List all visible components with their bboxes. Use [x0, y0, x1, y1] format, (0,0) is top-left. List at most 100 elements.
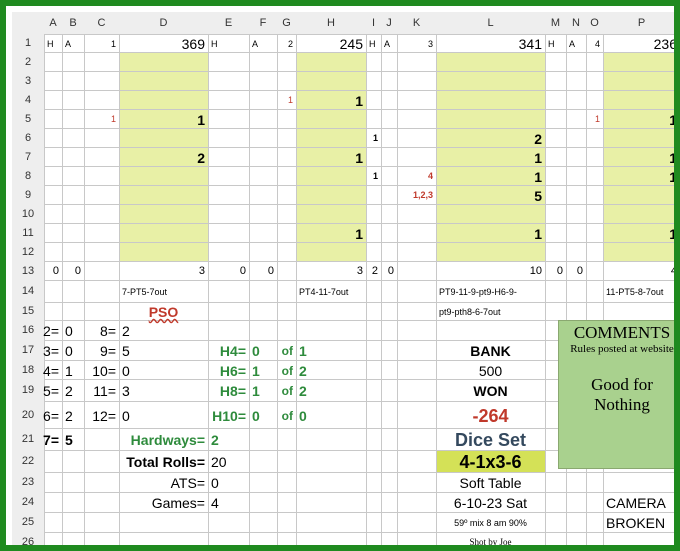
row-header-18[interactable]: 18 — [12, 360, 44, 379]
column-header-h[interactable]: H — [296, 12, 366, 34]
cell-j13: 0 — [387, 265, 394, 277]
row-header-17[interactable]: 17 — [12, 340, 44, 360]
row-header-3[interactable]: 3 — [12, 71, 44, 90]
grid-line-v — [603, 12, 604, 545]
row-header-10[interactable]: 10 — [12, 204, 44, 223]
cell-h1: 245 — [339, 36, 363, 52]
cell-o5: 1 — [594, 114, 600, 124]
grid-line-h — [12, 472, 674, 473]
row-header-16[interactable]: 16 — [12, 320, 44, 340]
column-header-f[interactable]: F — [249, 12, 277, 34]
column-header-a[interactable]: A — [44, 12, 62, 34]
cell-i13: 2 — [371, 265, 378, 277]
row-header-23[interactable]: 23 — [12, 472, 44, 492]
total-rolls-value: 20 — [211, 454, 227, 470]
column-header-p[interactable]: P — [603, 12, 674, 34]
row-header-22[interactable]: 22 — [12, 450, 44, 472]
hardways-total-value: 2 — [211, 432, 219, 448]
column-header-i[interactable]: I — [366, 12, 381, 34]
select-all-corner[interactable] — [12, 12, 44, 34]
dist-value: 2 — [65, 407, 73, 424]
row-header-14[interactable]: 14 — [12, 280, 44, 302]
cell-l13: 10 — [529, 265, 542, 277]
dist-label: 11= — [93, 383, 116, 399]
grid-line-h — [12, 52, 674, 53]
hardway-label: H8= — [219, 383, 246, 399]
grid-line-h — [12, 401, 674, 402]
comments-body-line1: Good for — [591, 375, 653, 394]
column-header-b[interactable]: B — [62, 12, 84, 34]
grid-line-h — [12, 204, 674, 205]
hardway-of: of — [281, 408, 293, 423]
column-header-d[interactable]: D — [119, 12, 208, 34]
dice-set-value: 4-1x3-6 — [459, 452, 522, 472]
cell-k9: 1,2,3 — [412, 190, 433, 200]
won-label: WON — [473, 383, 508, 399]
cell-p7: 1 — [669, 149, 677, 166]
column-header-j[interactable]: J — [381, 12, 397, 34]
column-header-g[interactable]: G — [277, 12, 296, 34]
cell-d7: 2 — [197, 149, 205, 166]
hardway-value: 1 — [252, 362, 260, 379]
games-label: Games= — [151, 495, 205, 511]
row-header-6[interactable]: 6 — [12, 128, 44, 147]
hardway-label: H10= — [212, 407, 246, 424]
row-header-4[interactable]: 4 — [12, 90, 44, 109]
row-header-1[interactable]: 1 — [12, 34, 44, 52]
row-header-25[interactable]: 25 — [12, 512, 44, 532]
row-header-8[interactable]: 8 — [12, 166, 44, 185]
cell-l1: 341 — [518, 36, 542, 52]
row-header-19[interactable]: 19 — [12, 379, 44, 401]
cell-p13: 4 — [670, 265, 677, 277]
row-header-2[interactable]: 2 — [12, 52, 44, 71]
grid-line-h — [12, 166, 674, 167]
column-header-l[interactable]: L — [436, 12, 545, 34]
column-header-e[interactable]: E — [208, 12, 249, 34]
row-header-20[interactable]: 20 — [12, 401, 44, 428]
grid-line-h — [12, 90, 674, 91]
hardway-total: 1 — [299, 343, 307, 359]
cell-l6: 2 — [534, 130, 542, 147]
grid-line-h — [12, 379, 674, 380]
grid-line-h — [12, 450, 674, 451]
row-header-21[interactable]: 21 — [12, 428, 44, 450]
cell-l14: PT9-11-9-pt9-H6-9- — [439, 286, 517, 297]
row-header-26[interactable]: 26 — [12, 532, 44, 545]
cell-h7: 1 — [355, 149, 363, 166]
grid-line-h — [12, 185, 674, 186]
row-header-11[interactable]: 11 — [12, 223, 44, 242]
cell-b13: 0 — [74, 265, 81, 277]
cell-h13: 3 — [356, 265, 363, 277]
grid-line-h — [12, 223, 674, 224]
grid-line-v — [249, 12, 250, 545]
grid-line-v — [586, 12, 587, 545]
row-header-24[interactable]: 24 — [12, 492, 44, 512]
session-date: 6-10-23 Sat — [453, 495, 528, 511]
grid-line-v — [84, 12, 85, 545]
grid-line-h — [12, 512, 674, 513]
column-header-n[interactable]: N — [566, 12, 586, 34]
cell-h4: 1 — [355, 92, 363, 109]
row-header-13[interactable]: 13 — [12, 261, 44, 280]
grid-line-h — [12, 109, 674, 110]
column-header-c[interactable]: C — [84, 12, 119, 34]
camera-note-line1: CAMERA — [606, 495, 666, 511]
row-header-9[interactable]: 9 — [12, 185, 44, 204]
games-value: 4 — [211, 495, 219, 511]
column-header-k[interactable]: K — [397, 12, 436, 34]
cell-k8: 4 — [427, 171, 433, 181]
column-header-o[interactable]: O — [586, 12, 603, 34]
row-header-12[interactable]: 12 — [12, 242, 44, 261]
row-header-15[interactable]: 15 — [12, 302, 44, 320]
comments-title: COMMENTS — [573, 323, 671, 342]
row-header-7[interactable]: 7 — [12, 147, 44, 166]
comments-box[interactable]: COMMENTS Rules posted at website Good for N… — [558, 320, 674, 469]
row-header-5[interactable]: 5 — [12, 109, 44, 128]
grid-line-v — [62, 12, 63, 545]
grid-line-v — [436, 12, 437, 545]
cell-b1: A — [65, 38, 72, 49]
grid-line-h — [12, 360, 674, 361]
comments-subtitle: Rules posted at website — [570, 343, 674, 355]
column-header-m[interactable]: M — [545, 12, 566, 34]
